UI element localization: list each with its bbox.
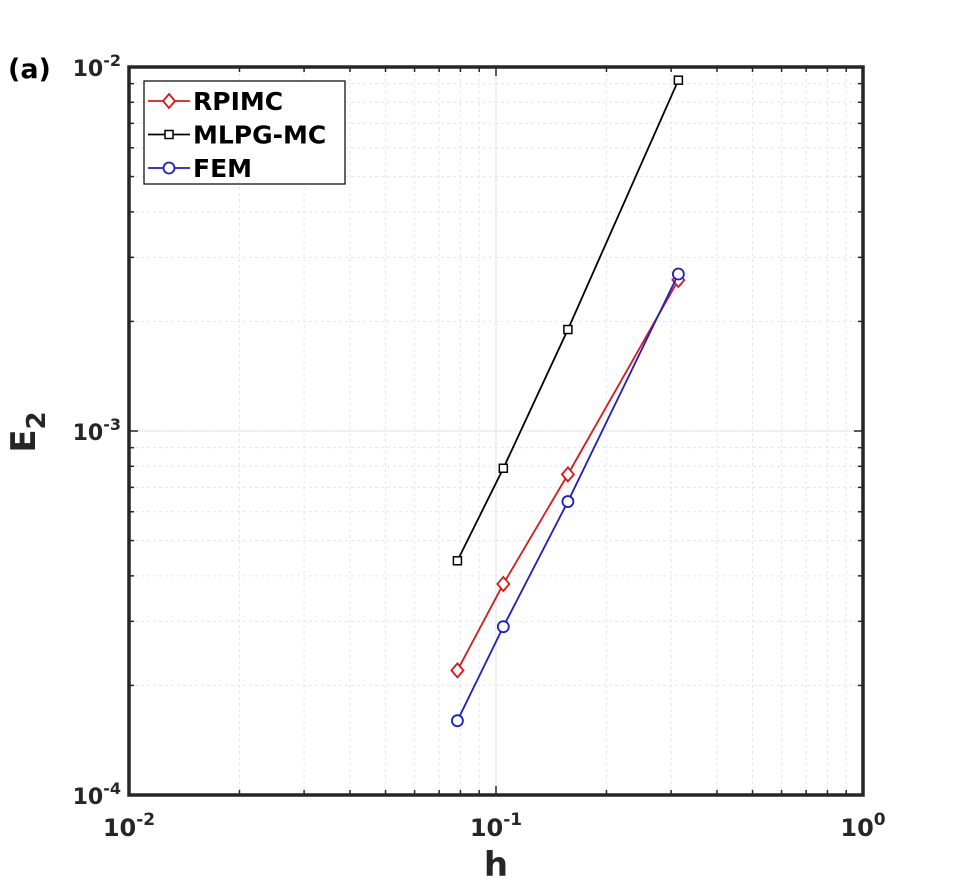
legend-marker-rpimc <box>161 92 177 110</box>
panel-label: (a) <box>8 54 51 85</box>
y-tick-label: 10-4 <box>73 779 121 810</box>
legend-label-rpimc: RPIMC <box>193 87 283 116</box>
legend-entry-fem: FEM <box>148 154 252 183</box>
axis-ticks <box>128 67 863 796</box>
legend-entry-rpimc: RPIMC <box>148 87 283 116</box>
data-point-rpimc <box>560 466 576 483</box>
data-point-mlpg-mc <box>673 75 684 85</box>
data-point-fem <box>496 620 510 634</box>
y-axis-label-sub: 2 <box>22 411 52 429</box>
legend-marker-mlpg-mc <box>164 129 174 140</box>
data-point-mlpg-mc <box>452 556 463 566</box>
x-tick-labels: 10-2 10-1 100 <box>103 810 886 842</box>
series-line-mlpg-mc <box>456 79 680 562</box>
legend-entry-mlpg-mc: MLPG-MC <box>148 121 326 150</box>
legend-marker-fem <box>162 161 176 175</box>
data-point-fem <box>671 267 685 281</box>
series-line-fem <box>456 273 680 722</box>
data-point-mlpg-mc <box>498 463 509 474</box>
data-point-rpimc <box>450 661 465 679</box>
series-line-rpimc <box>456 279 680 671</box>
data-point-fem <box>451 714 464 728</box>
legend-label-mlpg-mc: MLPG-MC <box>193 121 326 150</box>
svg-text:E2: E2 <box>4 411 52 452</box>
legend: RPIMC MLPG-MC FEM <box>143 80 346 185</box>
legend-label-fem: FEM <box>193 154 252 183</box>
y-axis-label-main: E <box>4 429 44 452</box>
x-tick-label: 10-2 <box>103 810 155 842</box>
x-tick-label: 10-1 <box>470 810 522 842</box>
data-point-rpimc <box>496 575 511 593</box>
x-tick-label: 100 <box>840 810 885 842</box>
series-mlpg-mc <box>452 75 684 566</box>
data-point-mlpg-mc <box>563 324 573 335</box>
legend-box <box>143 80 346 185</box>
y-tick-label: 10-3 <box>73 415 121 446</box>
series-fem <box>451 267 685 728</box>
plot-series <box>450 75 686 728</box>
x-axis-label: h <box>484 845 508 885</box>
y-tick-labels: 10-4 10-3 10-2 <box>73 51 121 810</box>
data-point-fem <box>561 495 575 508</box>
y-tick-label: 10-2 <box>73 51 121 82</box>
y-axis-label: E2 <box>4 411 52 452</box>
